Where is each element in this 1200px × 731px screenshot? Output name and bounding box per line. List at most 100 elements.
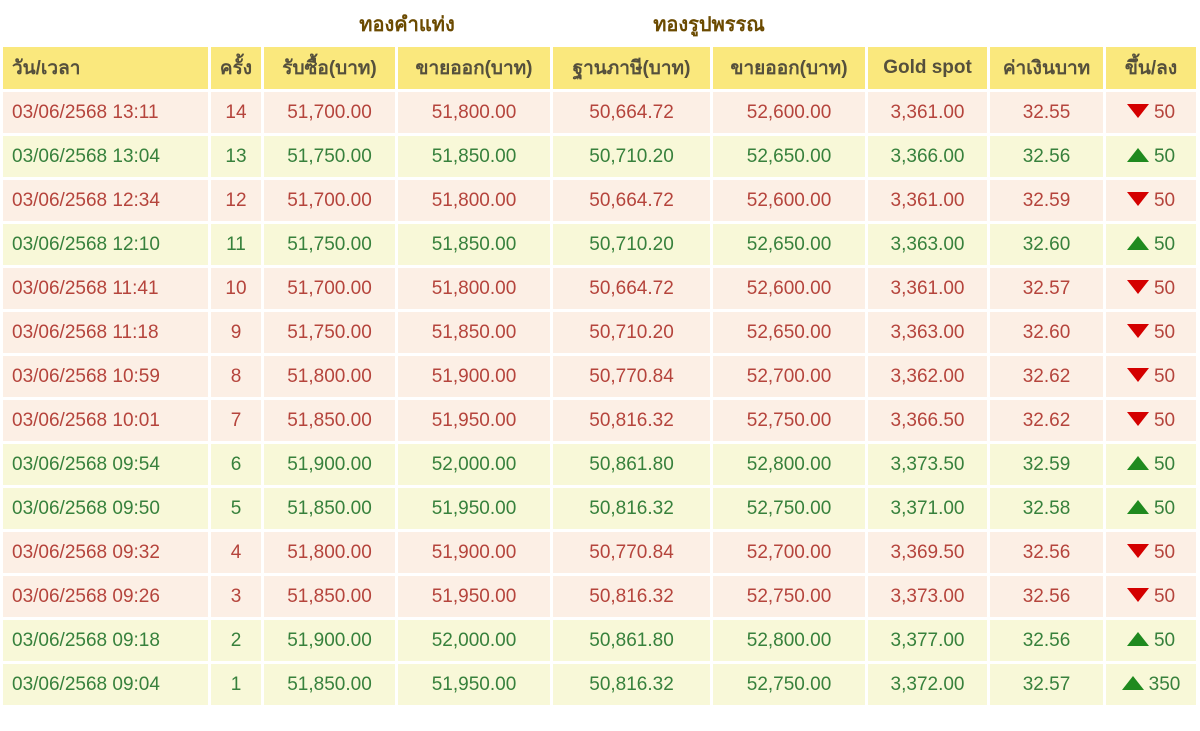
cell-change: 50 <box>1106 356 1197 397</box>
cell-bar-buy: 51,850.00 <box>264 400 395 441</box>
down-arrow-icon <box>1126 192 1149 207</box>
table-row: 03/06/2568 13:11 14 51,700.00 51,800.00 … <box>3 92 1197 133</box>
cell-datetime: 03/06/2568 09:32 <box>3 532 208 573</box>
cell-thb-rate: 32.62 <box>990 400 1104 441</box>
cell-count: 8 <box>211 356 261 397</box>
cell-gold-spot: 3,373.50 <box>868 444 988 485</box>
cell-bar-sell: 51,800.00 <box>398 180 551 221</box>
cell-datetime: 03/06/2568 09:26 <box>3 576 208 617</box>
cell-orn-sell: 52,600.00 <box>713 92 866 133</box>
cell-change: 50 <box>1106 576 1197 617</box>
cell-count: 7 <box>211 400 261 441</box>
banner-spacer-right <box>868 3 1196 44</box>
cell-gold-spot: 3,361.00 <box>868 92 988 133</box>
cell-datetime: 03/06/2568 13:11 <box>3 92 208 133</box>
cell-datetime: 03/06/2568 09:18 <box>3 620 208 661</box>
col-header-datetime: วัน/เวลา <box>3 47 208 89</box>
down-arrow-icon <box>1126 544 1149 559</box>
cell-orn-sell: 52,800.00 <box>713 444 866 485</box>
cell-thb-rate: 32.59 <box>990 444 1104 485</box>
cell-tax-base: 50,770.84 <box>553 356 711 397</box>
cell-bar-sell: 51,800.00 <box>398 268 551 309</box>
table-row: 03/06/2568 13:04 13 51,750.00 51,850.00 … <box>3 136 1197 177</box>
up-arrow-icon <box>1126 632 1149 647</box>
cell-orn-sell: 52,600.00 <box>713 268 866 309</box>
cell-bar-sell: 52,000.00 <box>398 444 551 485</box>
cell-tax-base: 50,770.84 <box>553 532 711 573</box>
cell-gold-spot: 3,373.00 <box>868 576 988 617</box>
cell-count: 1 <box>211 664 261 705</box>
cell-tax-base: 50,861.80 <box>553 620 711 661</box>
down-arrow-icon <box>1126 104 1149 119</box>
cell-tax-base: 50,816.32 <box>553 400 711 441</box>
cell-bar-sell: 51,950.00 <box>398 664 551 705</box>
col-header-bar-sell: ขายออก(บาท) <box>398 47 551 89</box>
cell-change: 50 <box>1106 92 1197 133</box>
table-row: 03/06/2568 09:32 4 51,800.00 51,900.00 5… <box>3 532 1197 573</box>
cell-bar-sell: 51,950.00 <box>398 576 551 617</box>
cell-tax-base: 50,664.72 <box>553 92 711 133</box>
cell-datetime: 03/06/2568 12:10 <box>3 224 208 265</box>
cell-gold-spot: 3,371.00 <box>868 488 988 529</box>
down-arrow-icon <box>1126 368 1149 383</box>
cell-count: 6 <box>211 444 261 485</box>
cell-change: 50 <box>1106 400 1197 441</box>
cell-thb-rate: 32.57 <box>990 268 1104 309</box>
col-header-tax-base: ฐานภาษี(บาท) <box>553 47 711 89</box>
cell-datetime: 03/06/2568 11:18 <box>3 312 208 353</box>
cell-tax-base: 50,816.32 <box>553 664 711 705</box>
cell-gold-spot: 3,369.50 <box>868 532 988 573</box>
table-row: 03/06/2568 09:54 6 51,900.00 52,000.00 5… <box>3 444 1197 485</box>
cell-orn-sell: 52,600.00 <box>713 180 866 221</box>
cell-change: 50 <box>1106 532 1197 573</box>
down-arrow-icon <box>1126 324 1149 339</box>
cell-gold-spot: 3,377.00 <box>868 620 988 661</box>
table-row: 03/06/2568 10:01 7 51,850.00 51,950.00 5… <box>3 400 1197 441</box>
cell-bar-sell: 51,850.00 <box>398 312 551 353</box>
cell-count: 12 <box>211 180 261 221</box>
cell-orn-sell: 52,650.00 <box>713 224 866 265</box>
cell-datetime: 03/06/2568 10:59 <box>3 356 208 397</box>
cell-bar-sell: 51,900.00 <box>398 356 551 397</box>
cell-bar-sell: 51,850.00 <box>398 224 551 265</box>
cell-datetime: 03/06/2568 10:01 <box>3 400 208 441</box>
cell-count: 11 <box>211 224 261 265</box>
cell-datetime: 03/06/2568 11:41 <box>3 268 208 309</box>
cell-change: 50 <box>1106 620 1197 661</box>
cell-gold-spot: 3,362.00 <box>868 356 988 397</box>
cell-datetime: 03/06/2568 09:50 <box>3 488 208 529</box>
cell-tax-base: 50,710.20 <box>553 312 711 353</box>
cell-orn-sell: 52,700.00 <box>713 532 866 573</box>
cell-thb-rate: 32.60 <box>990 312 1104 353</box>
cell-datetime: 03/06/2568 09:04 <box>3 664 208 705</box>
cell-orn-sell: 52,750.00 <box>713 576 866 617</box>
up-arrow-icon <box>1126 456 1149 471</box>
table-row: 03/06/2568 12:34 12 51,700.00 51,800.00 … <box>3 180 1197 221</box>
cell-bar-sell: 51,850.00 <box>398 136 551 177</box>
cell-gold-spot: 3,366.00 <box>868 136 988 177</box>
cell-orn-sell: 52,650.00 <box>713 312 866 353</box>
cell-change: 50 <box>1106 268 1197 309</box>
cell-tax-base: 50,664.72 <box>553 268 711 309</box>
cell-thb-rate: 32.58 <box>990 488 1104 529</box>
cell-bar-sell: 51,800.00 <box>398 92 551 133</box>
group-header-row: ทองคำแท่ง ทองรูปพรรณ <box>3 3 1196 44</box>
up-arrow-icon <box>1126 236 1149 251</box>
down-arrow-icon <box>1126 412 1149 427</box>
cell-count: 3 <box>211 576 261 617</box>
cell-thb-rate: 32.59 <box>990 180 1104 221</box>
cell-bar-buy: 51,850.00 <box>264 664 395 705</box>
cell-count: 2 <box>211 620 261 661</box>
cell-orn-sell: 52,700.00 <box>713 356 866 397</box>
cell-bar-buy: 51,700.00 <box>264 92 395 133</box>
cell-bar-buy: 51,850.00 <box>264 488 395 529</box>
table-row: 03/06/2568 09:18 2 51,900.00 52,000.00 5… <box>3 620 1197 661</box>
cell-bar-buy: 51,850.00 <box>264 576 395 617</box>
cell-datetime: 03/06/2568 13:04 <box>3 136 208 177</box>
cell-thb-rate: 32.56 <box>990 136 1104 177</box>
cell-thb-rate: 32.55 <box>990 92 1104 133</box>
cell-gold-spot: 3,363.00 <box>868 312 988 353</box>
banner-spacer-left <box>3 3 261 44</box>
cell-orn-sell: 52,750.00 <box>713 488 866 529</box>
col-header-change: ขึ้น/ลง <box>1106 47 1197 89</box>
